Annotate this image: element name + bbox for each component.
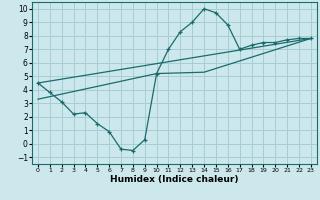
X-axis label: Humidex (Indice chaleur): Humidex (Indice chaleur) <box>110 175 239 184</box>
